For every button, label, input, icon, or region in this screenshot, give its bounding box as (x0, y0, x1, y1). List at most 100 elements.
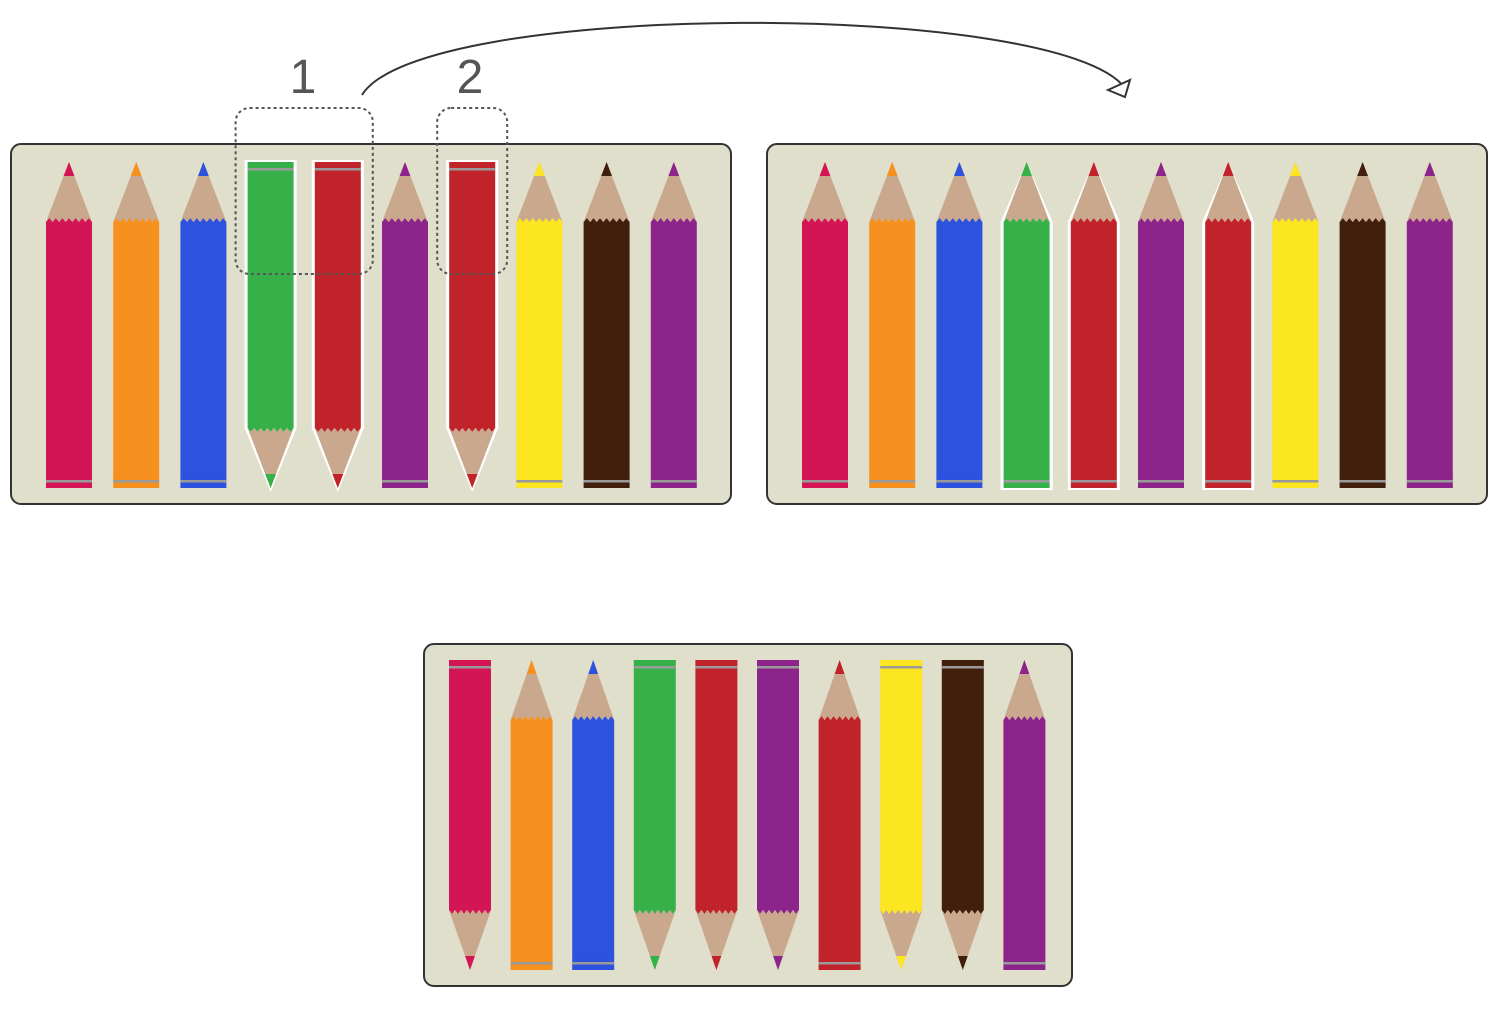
pencil-end-stripe (941, 661, 984, 663)
pencil-green-4 (244, 160, 297, 492)
pencil-red-5 (695, 660, 738, 970)
pencil-body (572, 716, 615, 970)
pencil-purple-10 (1003, 660, 1046, 970)
pencil-wood (1138, 162, 1184, 222)
pencil-lead (601, 162, 612, 176)
pencil-red-7 (1202, 162, 1255, 490)
pencil-lead (1021, 162, 1032, 176)
pencil-end-band (869, 480, 916, 483)
pencil-lead (1155, 162, 1167, 176)
pencil-body (314, 162, 361, 432)
pencil-body (1272, 218, 1319, 488)
pencil-orange-2 (510, 660, 553, 970)
pencil-wood (247, 428, 294, 488)
pencil-end-stripe (802, 475, 848, 477)
pencil-body (695, 660, 738, 914)
pencil-crimson-1 (802, 162, 848, 488)
pencil-end-stripe (510, 957, 553, 959)
pencil-wood (516, 162, 563, 222)
pencil-end-stripe (449, 661, 491, 663)
pencil-end-stripe (633, 661, 676, 663)
box-puzzle (423, 643, 1073, 987)
pencil-body (880, 660, 923, 914)
selection-box-2 (436, 107, 509, 275)
pencil-end-stripe (695, 661, 738, 663)
pencil-wood (880, 910, 923, 970)
pencil-lead (1019, 660, 1030, 674)
pencil-lead (957, 956, 968, 970)
pencil-body (382, 218, 428, 488)
pencil-orange-2 (113, 162, 160, 488)
pencil-end-stripe (650, 475, 697, 477)
pencil-end-band (180, 480, 227, 483)
pencil-lead (649, 956, 660, 970)
pencil-lead (954, 162, 965, 176)
pencil-end-stripe (113, 475, 160, 477)
pencil-lead (711, 956, 722, 970)
pencil-end-stripe (382, 475, 428, 477)
pencil-end-band (516, 480, 563, 483)
selection-label-2: 2 (457, 51, 484, 104)
pencil-brown-9 (941, 660, 984, 970)
pencil-wood (314, 428, 361, 488)
pencil-lead (332, 474, 344, 488)
pencil-lead (1357, 162, 1368, 176)
pencil-lead (1222, 162, 1234, 176)
pencil-body (113, 218, 160, 488)
pencil-yellow-8 (516, 162, 563, 488)
pencil-lead (1424, 162, 1436, 176)
pencil-end-stripe (46, 475, 92, 477)
pencil-wood (1003, 660, 1046, 720)
pencil-end-band (382, 480, 428, 483)
pencil-end-band (936, 480, 983, 483)
pencil-lead (63, 162, 75, 176)
pencil-red-5 (311, 160, 364, 492)
pencil-wood (382, 162, 428, 222)
pencil-wood (695, 910, 738, 970)
pencil-end-stripe (936, 475, 983, 477)
pencil-end-band (510, 962, 553, 965)
pencil-wood (1003, 162, 1050, 222)
pencil-lead (399, 162, 411, 176)
pencil-wood (1205, 162, 1252, 222)
pencil-end-band (572, 962, 615, 965)
pencil-end-stripe (1003, 957, 1046, 959)
pencil-end-stripe (1339, 475, 1386, 477)
pencil-end-stripe (314, 163, 361, 165)
pencil-green-4 (1000, 162, 1053, 490)
pencil-body (869, 218, 916, 488)
pencil-blue-3 (180, 162, 227, 488)
pencil-body (818, 716, 861, 970)
pencil-end-band (1003, 962, 1046, 965)
pencil-end-stripe (1272, 475, 1319, 477)
pencil-end-stripe (180, 475, 227, 477)
pencil-end-stripe (1406, 475, 1453, 477)
pencil-end-stripe (818, 957, 861, 959)
pencil-body (1138, 218, 1184, 488)
pencil-end-band (113, 480, 160, 483)
selection-overlay: 1 2 (234, 21, 1132, 275)
pencil-wood (633, 910, 676, 970)
pencil-blue-3 (936, 162, 983, 488)
pencil-end-band (633, 666, 676, 669)
pencil-purple-6 (1138, 162, 1184, 488)
box-after (766, 143, 1488, 505)
pencil-body (449, 162, 496, 432)
pencil-wood (449, 910, 491, 970)
pencil-end-band (941, 666, 984, 669)
pencil-end-stripe (449, 163, 496, 165)
pencil-body (1070, 218, 1117, 488)
pencil-end-band (449, 168, 496, 171)
pencil-end-stripe (572, 957, 615, 959)
pencil-lead (886, 162, 898, 176)
pencil-wood (1339, 162, 1386, 222)
pencil-wood (650, 162, 697, 222)
pencil-wood (1406, 162, 1453, 222)
pencil-yellow-8 (1272, 162, 1319, 488)
pencil-body (46, 218, 92, 488)
pencil-body (180, 218, 227, 488)
pencil-yellow-8 (880, 660, 923, 970)
pencil-end-band (449, 666, 491, 669)
pencil-wood (449, 428, 496, 488)
pencil-wood (869, 162, 916, 222)
